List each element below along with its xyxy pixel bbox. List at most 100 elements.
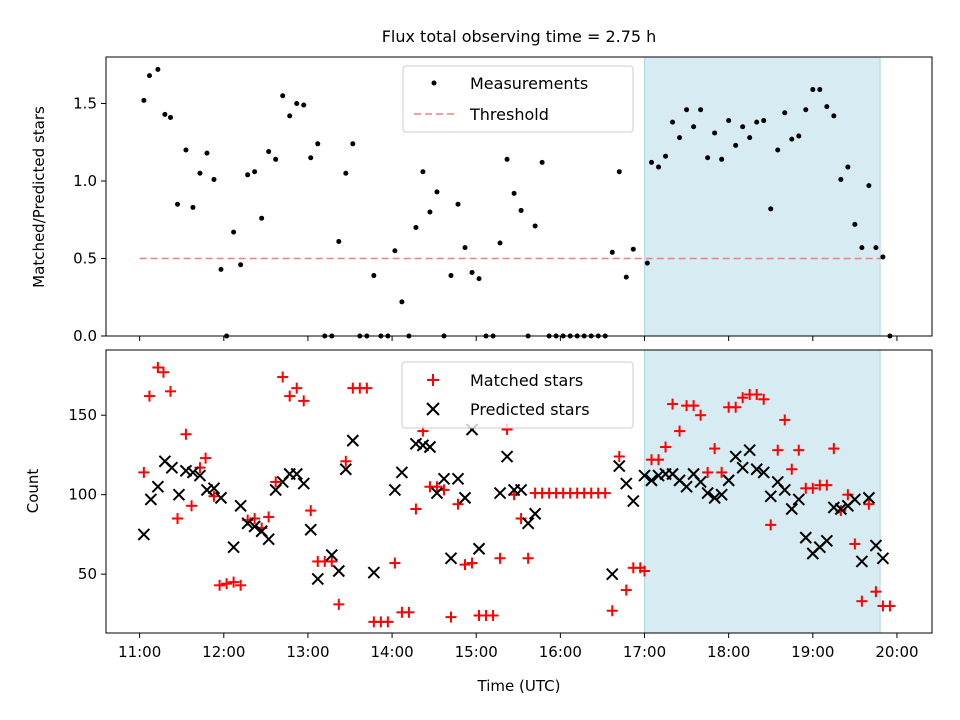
measurement-point [392,248,398,254]
predicted-star-point [778,483,791,497]
predicted-star-stroke [262,532,275,546]
matched-star-point [884,600,896,612]
predicted-star-stroke [722,474,735,487]
measurement-point [462,245,468,251]
measurement-point [796,133,802,139]
predicted-star-stroke [834,502,848,516]
matched-star-point [807,482,819,494]
predicted-star-point [606,567,619,581]
matched-star-point [599,487,611,499]
predicted-star-stroke [227,540,240,554]
legend-label-threshold: Threshold [469,105,549,124]
measurement-point [532,223,538,229]
measurement-point [670,119,676,125]
measurement-point [168,114,174,120]
predicted-star-point [367,566,381,579]
matched-star-point [143,390,155,402]
measurement-point [817,87,823,93]
matched-star-point [277,371,289,383]
top-legend: Measurements Threshold [402,65,634,133]
predicted-star-stroke [144,493,158,506]
predicted-star-point [521,517,535,530]
predicted-star-stroke [792,493,805,506]
predicted-star-stroke [729,450,742,463]
predicted-star-stroke [736,461,749,474]
predicted-star-point [248,520,261,533]
matched-star-point [737,392,749,404]
predicted-star-point [311,572,324,586]
bottom-legend: Matched stars Predicted stars [401,361,634,429]
predicted-star-point [304,523,317,536]
matched-star-point [849,538,861,550]
matched-star-point [452,498,464,510]
top-axes-frame [105,56,933,337]
predicted-star-stroke [694,475,707,489]
predicted-star-stroke [346,434,360,447]
predicted-star-stroke [304,523,317,536]
predicted-star-stroke [430,486,444,500]
predicted-star-point [645,474,658,487]
matched-star-point [152,361,164,373]
predicted-star-point [862,491,876,505]
matched-star-point [138,466,150,478]
measurement-point [789,136,795,142]
measurement-point [866,183,872,189]
legend-label-predicted: Predicted stars [470,400,590,419]
predicted-star-point [715,488,728,501]
x-tick-label: 20:00 [875,643,918,661]
predicted-star-stroke [165,461,179,474]
measurement-point [497,240,503,246]
matched-star-point [821,479,833,491]
measurement-point [211,176,217,182]
measurement-point [197,170,203,176]
predicted-star-stroke [409,437,423,451]
matched-star-point [389,557,401,569]
y-tick-label: 0.0 [73,327,97,345]
measurement-point [273,156,279,162]
matched-star-point [270,476,282,488]
predicted-star-point [172,488,186,501]
matched-star-point [522,552,534,564]
matched-star-point [333,598,345,610]
predicted-star-stroke [255,525,268,538]
predicted-star-point [297,477,310,490]
measurement-point [859,245,865,251]
predicted-star-point [708,491,721,505]
measurement-point [301,102,307,108]
predicted-star-point [743,443,756,457]
matched-star-point [221,578,233,590]
measurement-point [413,225,419,230]
measurement-point [336,238,342,244]
matched-star-point [702,466,714,478]
measurement-point [630,246,636,252]
predicted-star-stroke [311,572,324,586]
predicted-star-stroke [416,439,430,452]
measurement-point [350,141,356,147]
predicted-star-stroke [207,482,221,495]
x-tick-label: 16:00 [539,643,582,661]
predicted-star-stroke [701,486,714,500]
predicted-star-point [528,507,542,520]
predicted-star-stroke [493,486,507,500]
bottom-highlight-span [644,349,881,634]
predicted-star-point [388,483,402,497]
matched-star-point [194,462,206,474]
matched-star-point [403,606,415,618]
matched-star-point [716,466,728,478]
predicted-star-stroke [290,467,303,481]
predicted-star-point [493,486,507,500]
predicted-star-stroke [627,494,640,508]
matched-star-point [863,498,875,510]
matched-star-point [361,382,373,394]
measurement-point [623,274,629,280]
matched-star-point [870,586,882,598]
predicted-star-point [444,552,458,565]
predicted-star-point [207,482,221,495]
measurement-point [754,119,760,125]
matched-star-point [653,454,665,466]
x-tick-label: 11:00 [118,643,161,661]
measurement-point [175,201,181,207]
predicted-star-point [855,555,869,568]
matched-star-point [695,409,707,421]
